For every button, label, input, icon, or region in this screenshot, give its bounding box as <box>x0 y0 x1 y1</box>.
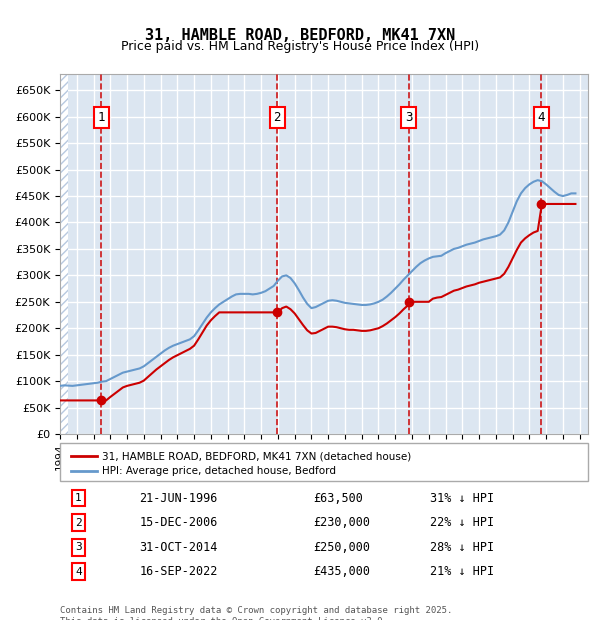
Text: 1: 1 <box>75 493 82 503</box>
Text: 15-DEC-2006: 15-DEC-2006 <box>139 516 218 529</box>
Text: 1: 1 <box>97 111 105 124</box>
Text: 16-SEP-2022: 16-SEP-2022 <box>139 565 218 578</box>
Text: 31% ↓ HPI: 31% ↓ HPI <box>430 492 494 505</box>
Text: 4: 4 <box>75 567 82 577</box>
Text: 4: 4 <box>538 111 545 124</box>
Bar <box>60 74 68 434</box>
Text: 28% ↓ HPI: 28% ↓ HPI <box>430 541 494 554</box>
Text: 31-OCT-2014: 31-OCT-2014 <box>139 541 218 554</box>
Text: £250,000: £250,000 <box>313 541 370 554</box>
Text: 31, HAMBLE ROAD, BEDFORD, MK41 7XN: 31, HAMBLE ROAD, BEDFORD, MK41 7XN <box>145 28 455 43</box>
Text: Contains HM Land Registry data © Crown copyright and database right 2025.
This d: Contains HM Land Registry data © Crown c… <box>60 606 452 620</box>
Text: Price paid vs. HM Land Registry's House Price Index (HPI): Price paid vs. HM Land Registry's House … <box>121 40 479 53</box>
Text: £435,000: £435,000 <box>313 565 370 578</box>
Text: 2: 2 <box>75 518 82 528</box>
Text: £230,000: £230,000 <box>313 516 370 529</box>
Text: 22% ↓ HPI: 22% ↓ HPI <box>430 516 494 529</box>
Text: HPI: Average price, detached house, Bedford: HPI: Average price, detached house, Bedf… <box>102 466 336 476</box>
Text: 21-JUN-1996: 21-JUN-1996 <box>139 492 218 505</box>
Text: £63,500: £63,500 <box>313 492 364 505</box>
Text: 3: 3 <box>405 111 412 124</box>
Text: 2: 2 <box>274 111 281 124</box>
Text: 3: 3 <box>75 542 82 552</box>
Text: 31, HAMBLE ROAD, BEDFORD, MK41 7XN (detached house): 31, HAMBLE ROAD, BEDFORD, MK41 7XN (deta… <box>102 451 412 461</box>
Text: 21% ↓ HPI: 21% ↓ HPI <box>430 565 494 578</box>
FancyBboxPatch shape <box>60 443 588 480</box>
